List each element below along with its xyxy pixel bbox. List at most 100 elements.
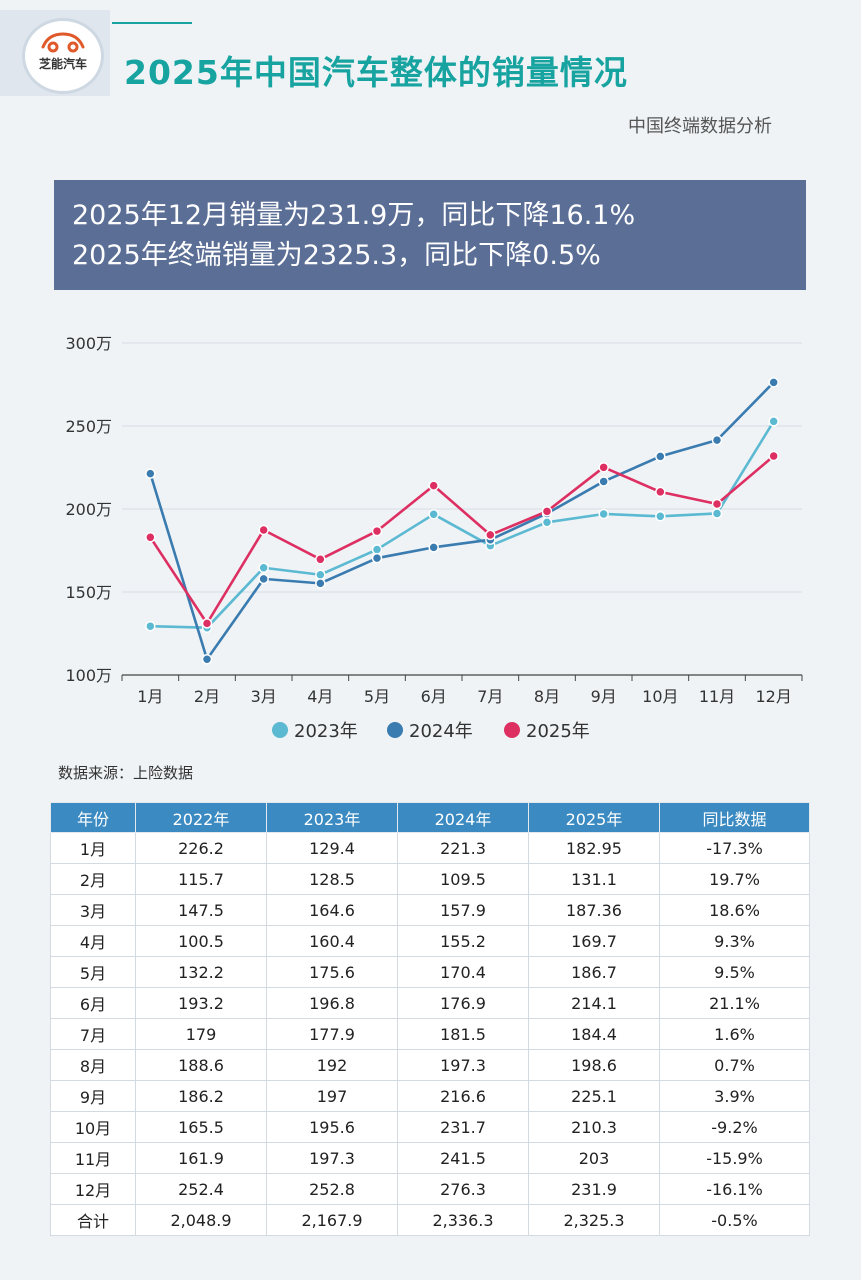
- table-cell: 18.6%: [659, 894, 810, 926]
- table-cell: 252.4: [135, 1173, 267, 1205]
- table-total-row: 合计 2,048.9 2,167.9 2,336.3 2,325.3 -0.5%: [50, 1204, 810, 1236]
- table-cell: 2,167.9: [266, 1204, 398, 1236]
- table-cell: 252.8: [266, 1173, 398, 1205]
- point-2025: [145, 532, 156, 543]
- table-cell: 19.7%: [659, 863, 810, 895]
- point-2025: [768, 450, 779, 462]
- table-cell: 3月: [50, 894, 136, 926]
- table-cell: 221.3: [397, 832, 529, 864]
- table-cell: 157.9: [397, 894, 529, 926]
- table-cell: 9.5%: [659, 956, 810, 988]
- table-cell: 226.2: [135, 832, 267, 864]
- y-tick-label: 250万: [65, 417, 112, 436]
- table-cell: 276.3: [397, 1173, 529, 1205]
- summary-line-2: 2025年终端销量为2325.3，同比下降0.5%: [72, 240, 601, 271]
- point-2024: [598, 476, 609, 487]
- x-tick-label: 6月: [421, 687, 447, 706]
- table-cell: 147.5: [135, 894, 267, 926]
- table-cell: 177.9: [266, 1018, 398, 1050]
- point-2024: [315, 578, 326, 589]
- table-header-cell: 2025年: [528, 802, 660, 833]
- table-cell: 132.2: [135, 956, 267, 988]
- table-cell: 1月: [50, 832, 136, 864]
- table-cell: -15.9%: [659, 1142, 810, 1174]
- table-row: 11月 161.9 197.3 241.5 203 -15.9%: [50, 1142, 810, 1174]
- table-header-cell: 2023年: [266, 802, 398, 833]
- table-cell: 11月: [50, 1142, 136, 1174]
- table-row: 2月 115.7 128.5 109.5 131.1 19.7%: [50, 863, 810, 895]
- x-tick-label: 11月: [699, 687, 735, 706]
- point-2025: [258, 524, 269, 536]
- point-2024: [655, 451, 666, 462]
- point-2025: [598, 462, 609, 473]
- table-header-cell: 同比数据: [659, 802, 810, 833]
- point-2023: [315, 569, 326, 580]
- point-2023: [428, 509, 439, 520]
- table-cell: 5月: [50, 956, 136, 988]
- table-cell: 160.4: [266, 925, 398, 957]
- y-tick-label: 150万: [65, 583, 112, 602]
- table-cell: 192: [266, 1049, 398, 1081]
- point-2023: [541, 517, 553, 528]
- sales-table: 年份 2022年 2023年 2024年 2025年 同比数据 1月 226.2 129.4 2…: [50, 802, 810, 1236]
- x-tick-label: 4月: [307, 687, 333, 706]
- table-cell: 197.3: [397, 1049, 529, 1081]
- legend-label-2023: 2023年: [294, 721, 358, 742]
- point-2023: [371, 544, 383, 555]
- table-cell: 186.2: [135, 1080, 267, 1112]
- point-2023: [145, 620, 156, 632]
- point-2024: [768, 377, 779, 388]
- table-cell: 182.95: [528, 832, 660, 864]
- table-cell: 210.3: [528, 1111, 660, 1143]
- title-accent-line: [112, 22, 192, 24]
- table-row: 1月 226.2 129.4 221.3 182.95 -17.3%: [50, 832, 810, 864]
- x-tick-label: 9月: [591, 687, 617, 706]
- point-2025: [711, 498, 723, 510]
- table-cell: 195.6: [266, 1111, 398, 1143]
- y-tick-label: 300万: [65, 334, 112, 353]
- table-row: 9月 186.2 197 216.6 225.1 3.9%: [50, 1080, 810, 1112]
- point-2025: [315, 554, 326, 565]
- table-header-row: 年份 2022年 2023年 2024年 2025年 同比数据: [50, 802, 810, 833]
- table-cell: 4月: [50, 925, 136, 957]
- point-2023: [258, 562, 269, 574]
- table-row: 12月 252.4 252.8 276.3 231.9 -16.1%: [50, 1173, 810, 1205]
- summary-line-1: 2025年12月销量为231.9万，同比下降16.1%: [72, 200, 636, 231]
- point-2024: [145, 468, 156, 479]
- table-cell: 225.1: [528, 1080, 660, 1112]
- point-2024: [428, 542, 439, 553]
- table-cell: 21.1%: [659, 987, 810, 1019]
- table-cell: 129.4: [266, 832, 398, 864]
- table-cell: 241.5: [397, 1142, 529, 1174]
- table-row: 6月 193.2 196.8 176.9 214.1 21.1%: [50, 987, 810, 1019]
- table-cell: 131.1: [528, 863, 660, 895]
- point-2023: [768, 416, 779, 427]
- x-tick-label: 8月: [534, 687, 560, 706]
- table-cell: 197: [266, 1080, 398, 1112]
- table-cell: 9.3%: [659, 925, 810, 957]
- table-header-cell: 2024年: [397, 802, 529, 833]
- table-cell: 6月: [50, 987, 136, 1019]
- table-row: 3月 147.5 164.6 157.9 187.36 18.6%: [50, 894, 810, 926]
- table-cell: 164.6: [266, 894, 398, 926]
- x-tick-label: 10月: [642, 687, 678, 706]
- legend-marker-2023: [272, 722, 288, 738]
- x-tick-label: 3月: [251, 687, 277, 706]
- table-cell: -17.3%: [659, 832, 810, 864]
- table-row: 4月 100.5 160.4 155.2 169.7 9.3%: [50, 925, 810, 957]
- table-row: 7月 179 177.9 181.5 184.4 1.6%: [50, 1018, 810, 1050]
- table-cell: 100.5: [135, 925, 267, 957]
- page-title: 2025年中国汽车整体的销量情况: [124, 53, 628, 92]
- summary-banner: 2025年12月销量为231.9万，同比下降16.1% 2025年终端销量为23…: [54, 180, 806, 290]
- table-cell: 175.6: [266, 956, 398, 988]
- table-cell: 231.7: [397, 1111, 529, 1143]
- point-2023: [711, 508, 723, 519]
- table-cell: 0.7%: [659, 1049, 810, 1081]
- table-cell: 161.9: [135, 1142, 267, 1174]
- table-cell: 12月: [50, 1173, 136, 1205]
- table-cell: 109.5: [397, 863, 529, 895]
- series-line-2025: [149, 455, 775, 625]
- table-cell: 9月: [50, 1080, 136, 1112]
- logo: 芝能汽车: [22, 18, 104, 94]
- table-cell: 176.9: [397, 987, 529, 1019]
